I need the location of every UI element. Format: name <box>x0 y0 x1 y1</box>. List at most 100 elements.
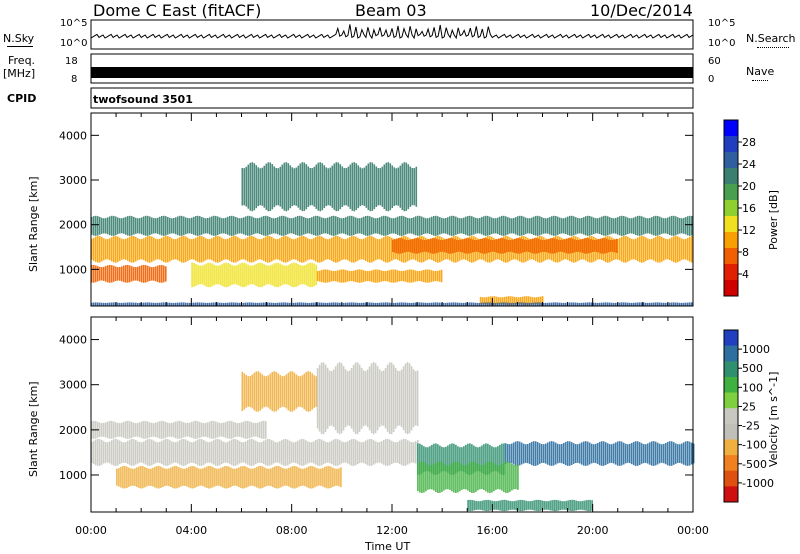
velocity-cell <box>332 369 335 427</box>
velocity-cell <box>132 468 134 486</box>
power-band <box>316 269 443 283</box>
power-cell <box>663 302 665 306</box>
power-cell <box>539 216 541 236</box>
plot-title: Dome C East (fitACF) <box>93 1 262 20</box>
power-cell <box>205 302 207 306</box>
power-cell <box>247 264 249 286</box>
velocity-cell <box>268 468 270 486</box>
power-cell <box>269 236 271 263</box>
velocity-cell <box>329 441 331 464</box>
velocity-cell <box>332 467 334 487</box>
power-cell <box>251 235 253 263</box>
velocity-cell <box>316 368 319 429</box>
power-cell <box>149 216 151 236</box>
velocity-cell <box>429 465 431 490</box>
power-cell <box>546 239 548 253</box>
velocity-cell <box>425 463 427 492</box>
velocity-cell <box>530 441 533 466</box>
power-cell <box>305 302 307 306</box>
velocity-cell <box>333 439 335 466</box>
power-cell <box>395 217 397 234</box>
power-cell <box>477 238 479 261</box>
power-cell <box>487 296 490 305</box>
power-cell <box>347 166 350 207</box>
power-cell <box>423 217 425 234</box>
velocity-cell <box>248 468 250 487</box>
power-cell <box>442 240 444 252</box>
velocity-cell <box>569 500 571 511</box>
velocity-cell <box>396 370 399 427</box>
velocity-cell <box>326 367 329 429</box>
power-cell <box>163 236 165 262</box>
power-cell <box>157 302 159 306</box>
velocity-cell <box>294 466 296 489</box>
velocity-cell <box>305 371 308 412</box>
velocity-cell <box>315 440 317 465</box>
power-cell <box>340 269 343 283</box>
power-cell <box>241 239 243 260</box>
velocity-cell <box>532 441 535 466</box>
power-cell <box>420 270 423 282</box>
power-cell <box>305 217 307 234</box>
power-cell <box>677 236 679 263</box>
velocity-cell <box>271 440 273 465</box>
power-cell <box>528 239 530 252</box>
power-cell <box>151 267 153 281</box>
power-colorbar-tick-label: 24 <box>742 158 756 171</box>
velocity-cell <box>194 466 196 488</box>
power-cell <box>494 239 496 252</box>
power-cell <box>326 269 329 283</box>
power-cell <box>440 240 442 252</box>
velocity-cell <box>497 500 499 510</box>
velocity-cell <box>135 423 137 437</box>
velocity-cell <box>244 466 246 489</box>
power-cell <box>489 302 491 306</box>
velocity-cell <box>304 468 306 487</box>
velocity-cell <box>287 372 290 411</box>
power-cell <box>537 296 540 305</box>
power-cell <box>625 302 627 306</box>
power-cell <box>191 217 193 234</box>
power-cell <box>392 269 395 283</box>
power-cell <box>514 238 516 253</box>
velocity-cell <box>276 466 278 489</box>
power-cell <box>641 302 643 306</box>
power-cell <box>382 271 385 282</box>
power-cell <box>543 302 545 306</box>
power-cell <box>155 302 157 306</box>
power-cell <box>479 302 481 306</box>
power-cell <box>105 302 107 306</box>
power-colorbar-tick-label: 28 <box>742 136 756 149</box>
velocity-colorbar-tick-label: 1000 <box>742 343 770 356</box>
power-cell <box>513 302 515 306</box>
power-cell <box>569 302 571 306</box>
velocity-cell <box>491 446 493 473</box>
power-cell <box>207 239 209 260</box>
power-cell <box>277 262 279 288</box>
power-cell <box>199 216 201 236</box>
power-cell <box>293 168 296 206</box>
velocity-cell <box>467 463 469 491</box>
velocity-cell <box>559 500 561 511</box>
velocity-cell <box>338 362 341 435</box>
power-cell <box>257 263 259 287</box>
power-cell <box>509 237 511 262</box>
power-cell <box>430 238 432 254</box>
velocity-cell <box>121 422 123 438</box>
power-cell <box>438 239 440 253</box>
power-cell <box>372 269 375 283</box>
power-cell <box>247 237 249 262</box>
velocity-cell <box>382 370 385 426</box>
power-cell <box>243 168 246 206</box>
power-cell <box>271 264 273 286</box>
power-cell <box>313 216 315 236</box>
velocity-cell <box>207 422 209 438</box>
velocity-cell <box>155 422 157 438</box>
power-cell <box>403 216 405 236</box>
power-cell <box>135 217 137 234</box>
power-cell <box>237 302 239 306</box>
velocity-cell <box>674 443 677 464</box>
power-cell <box>165 266 167 282</box>
velocity-cell <box>463 465 465 490</box>
velocity-cell <box>161 440 163 465</box>
